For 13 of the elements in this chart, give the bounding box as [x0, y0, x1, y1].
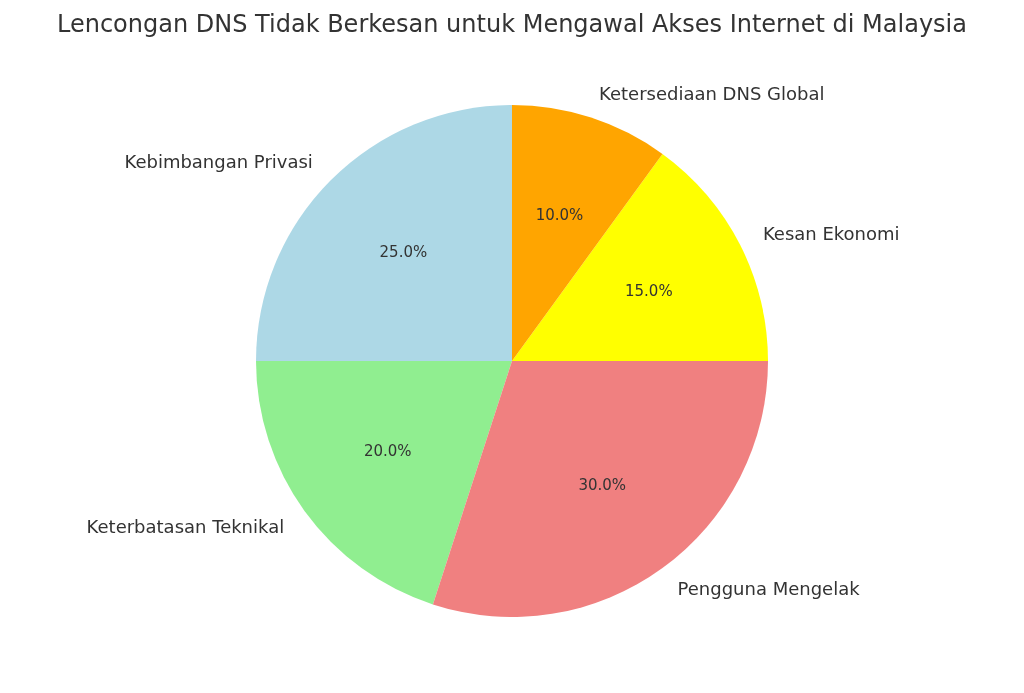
data-label: 15.0% [625, 282, 673, 301]
pie-slice [256, 105, 512, 361]
data-label: 20.0% [363, 442, 412, 461]
data-label: 10.0% [535, 205, 584, 224]
slice-label: Keterbatasan Teknikal [86, 516, 285, 538]
pie-slice [432, 361, 768, 617]
slice-label: Pengguna Mengelak [677, 578, 861, 600]
data-label: 25.0% [379, 243, 428, 262]
data-label: 30.0% [578, 476, 627, 495]
chart-title: Lencongan DNS Tidak Berkesan untuk Mengawal Akses Internet di Malaysia [57, 10, 967, 38]
slice-label: Kebimbangan Privasi [124, 151, 313, 173]
slice-label: Ketersediaan DNS Global [599, 82, 825, 104]
slice-label: Kesan Ekonomi [762, 222, 900, 244]
